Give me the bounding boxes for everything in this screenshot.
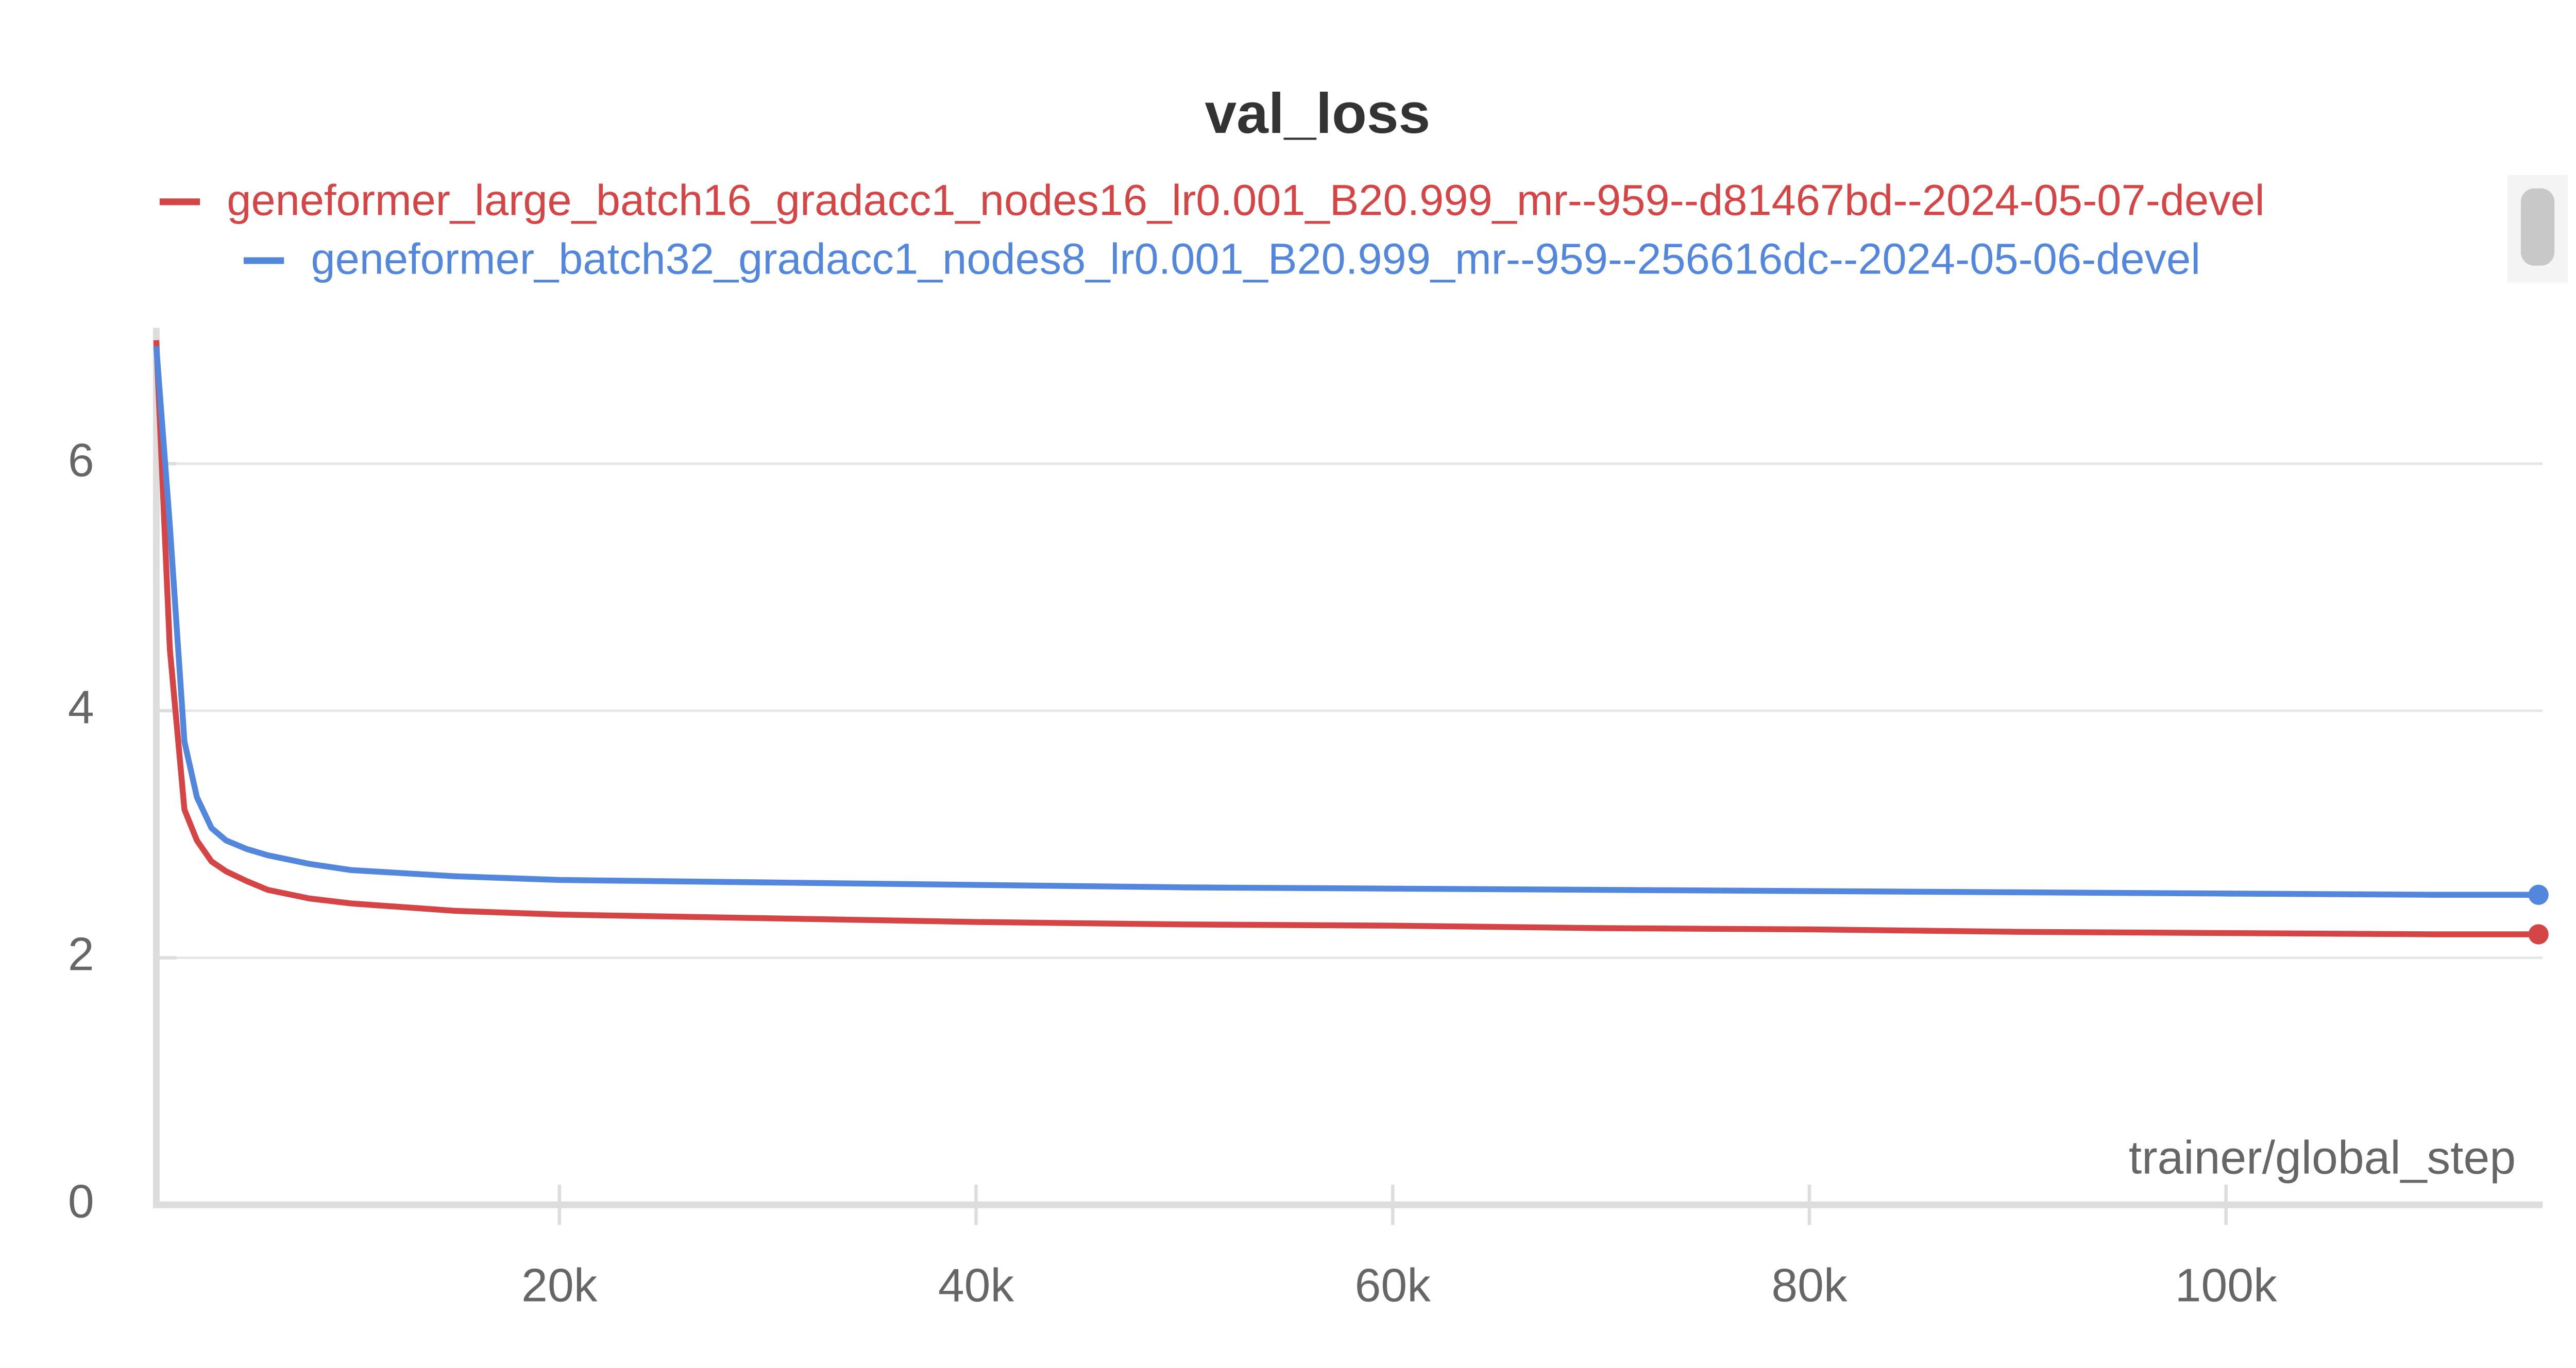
x-tick-label: 20k bbox=[521, 1259, 598, 1311]
y-tick-label: 6 bbox=[68, 434, 94, 486]
series-line bbox=[153, 346, 2539, 898]
x-tick-label: 100k bbox=[2175, 1259, 2277, 1311]
y-tick-label: 4 bbox=[68, 681, 94, 733]
legend-label: geneformer_large_batch16_gradacc1_nodes1… bbox=[227, 175, 2264, 224]
y-tick-label: 0 bbox=[68, 1175, 94, 1227]
x-tick-label: 40k bbox=[938, 1259, 1014, 1311]
end-point bbox=[2528, 924, 2549, 945]
x-tick-label: 80k bbox=[1771, 1259, 1848, 1311]
legend-label: geneformer_batch32_gradacc1_nodes8_lr0.0… bbox=[311, 234, 2200, 283]
legend-scrollbar[interactable] bbox=[2507, 175, 2568, 283]
y-tick-label: 2 bbox=[68, 928, 94, 981]
series-line bbox=[153, 340, 2539, 937]
chart-title: val_loss bbox=[1205, 81, 1430, 145]
x-tick-label: 60k bbox=[1355, 1259, 1431, 1311]
end-point bbox=[2528, 884, 2549, 905]
x-axis-label: trainer/global_step bbox=[2129, 1132, 2516, 1184]
scroll-thumb[interactable] bbox=[2520, 188, 2555, 266]
